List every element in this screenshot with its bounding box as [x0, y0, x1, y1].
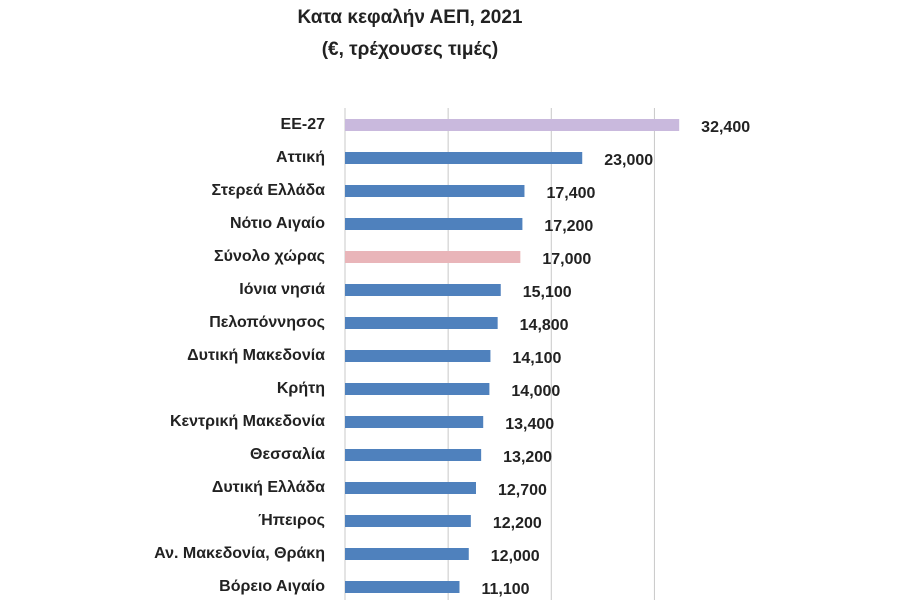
- y-tick-label: Αττική: [276, 149, 325, 166]
- bar: [345, 548, 469, 560]
- y-tick-label: Σύνολο χώρας: [214, 248, 325, 265]
- y-tick-label: Ήπειρος: [258, 512, 325, 529]
- bar: [345, 515, 471, 527]
- bar: [345, 317, 498, 329]
- y-tick-label: Πελοπόννησος: [209, 314, 325, 331]
- data-label: 17,000: [542, 251, 591, 268]
- data-label: 14,100: [512, 350, 561, 367]
- data-label: 11,100: [481, 581, 529, 598]
- bar: [345, 581, 460, 593]
- y-tick-label: Βόρειο Αιγαίο: [219, 578, 325, 595]
- data-label: 13,200: [503, 449, 552, 466]
- y-tick-label: Θεσσαλία: [250, 446, 325, 463]
- data-label: 23,000: [604, 152, 653, 169]
- data-label: 12,700: [498, 482, 547, 499]
- data-label: 15,100: [523, 284, 572, 301]
- y-tick-label: Νότιο Αιγαίο: [230, 215, 325, 232]
- y-tick-label: Κεντρική Μακεδονία: [170, 413, 325, 430]
- y-tick-label: Ιόνια νησιά: [239, 281, 325, 298]
- data-label: 14,000: [511, 383, 560, 400]
- bar: [345, 119, 680, 131]
- bar: [345, 416, 484, 428]
- bar: [345, 350, 491, 362]
- y-tick-label: Δυτική Ελλάδα: [212, 479, 325, 496]
- data-label: 17,400: [546, 185, 595, 202]
- y-tick-label: ΕΕ-27: [281, 116, 326, 133]
- bar: [345, 284, 501, 296]
- chart-subtitle: (€, τρέχουσες τιμές): [322, 39, 499, 60]
- data-label: 12,200: [493, 515, 542, 532]
- bar: [345, 449, 482, 461]
- y-tick-label: Στερεά Ελλάδα: [212, 182, 326, 199]
- bar: [345, 482, 476, 494]
- data-label: 12,000: [491, 548, 540, 565]
- data-label: 14,800: [520, 317, 569, 334]
- data-label: 13,400: [505, 416, 554, 433]
- y-tick-label: Αν. Μακεδονία, Θράκη: [154, 545, 325, 562]
- data-label: 32,400: [701, 119, 750, 136]
- bar: [345, 218, 523, 230]
- data-label: 17,200: [544, 218, 593, 235]
- y-tick-label: Κρήτη: [277, 380, 325, 397]
- chart-title: Κατα κεφαλήν ΑΕΠ, 2021: [297, 7, 522, 28]
- bar: [345, 383, 490, 395]
- y-tick-label: Δυτική Μακεδονία: [187, 347, 325, 364]
- bar: [345, 185, 525, 197]
- bar: [345, 251, 521, 263]
- bar: [345, 152, 583, 164]
